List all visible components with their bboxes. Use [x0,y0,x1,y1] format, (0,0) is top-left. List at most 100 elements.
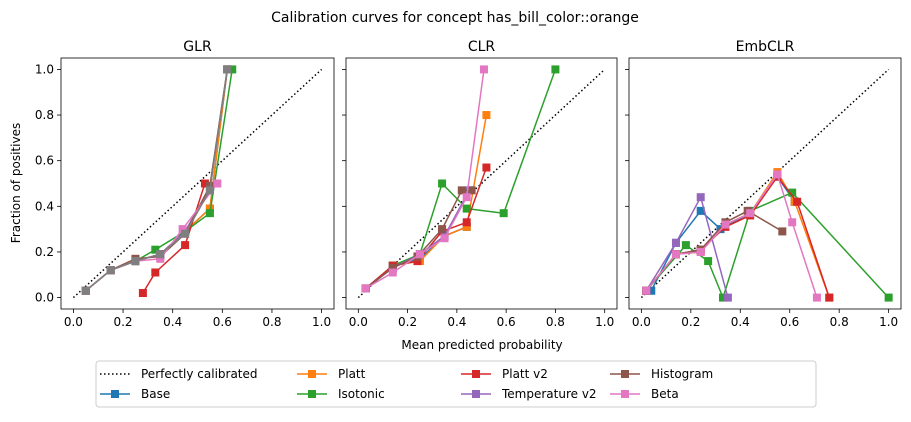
data-point [415,250,424,259]
data-point [151,268,160,277]
legend-marker [111,390,119,398]
data-point [440,234,449,243]
y-tick-label: 0.0 [35,291,54,305]
data-point [721,220,730,229]
data-point [457,186,466,195]
legend-entry-temperature-v2: Temperature v2 [461,387,597,401]
legend-entry-isotonic: Isotonic [297,387,385,401]
data-point [778,227,787,236]
legend-entry-perfectly-calibrated: Perfectly calibrated [100,367,258,381]
data-point [156,254,165,263]
data-point [788,188,797,197]
legend-label: Beta [651,387,679,401]
series-perfectly-calibrated [72,68,323,299]
axes-frame [628,57,902,310]
data-point [696,247,705,256]
data-point [205,186,214,195]
x-tick-label: 0.0 [632,315,651,329]
data-point [704,257,713,266]
x-tick-label: 0.2 [681,315,700,329]
x-tick-label: 0.4 [447,315,466,329]
x-tick-label: 1.0 [595,315,614,329]
x-tick-label: 0.6 [213,315,232,329]
series-gray [81,65,232,295]
legend-marker [472,390,480,398]
series-line [645,196,729,298]
data-point [213,179,222,188]
data-point [793,197,802,206]
data-point [462,218,471,227]
data-point [482,163,491,172]
x-tick-label: 0.4 [731,315,750,329]
legend-label: Platt [338,367,366,381]
x-axis-label: Mean predicted probability [401,338,562,352]
data-point [551,65,560,74]
data-point [131,257,140,266]
data-point [178,225,187,234]
data-point [81,286,90,295]
legend-entry-platt-v2: Platt v2 [461,367,548,381]
y-tick-label: 0.8 [35,108,54,122]
panel-title: EmbCLR [736,39,795,55]
data-point [413,257,422,266]
data-point [462,204,471,213]
data-point [647,286,656,295]
panel-title: CLR [468,39,496,55]
data-point [825,293,834,302]
data-point [151,245,160,254]
legend-label: Perfectly calibrated [141,367,258,381]
data-point [205,209,214,218]
series-line [72,68,323,299]
data-point [388,263,397,272]
data-point [499,209,508,218]
data-point [181,229,190,238]
x-tick-label: 0.6 [497,315,516,329]
series-beta [642,170,821,302]
data-point [788,218,797,227]
data-point [138,289,147,298]
data-point [438,225,447,234]
chart-panel-clr: CLR 0.0 0.2 0.4 0.6 0.8 1.0 [342,39,618,329]
legend-marker [308,390,316,398]
data-point [482,111,491,120]
data-point [681,241,690,250]
figure-suptitle: Calibration curves for concept has_bill_… [271,10,639,26]
series-perfectly-calibrated [640,68,890,299]
legend-marker [308,370,316,378]
data-point [388,268,397,277]
x-tick-label: 0.4 [163,315,182,329]
data-point [642,286,651,295]
y-tick-label: 0.2 [35,245,54,259]
x-tick-label: 0.6 [780,315,799,329]
data-point [106,266,115,275]
x-tick-label: 0.0 [349,315,368,329]
data-point [696,206,705,215]
data-point [200,179,209,188]
data-point [746,209,755,218]
x-tick-label: 0.8 [262,315,281,329]
y-tick-label: 1.0 [35,62,54,76]
data-point [228,65,237,74]
data-point [361,284,370,293]
chart-panel-glr: GLR 0.0 0.2 0.4 0.6 0.8 1.0 0.0 0.2 0.4 0.6 0.8 1.0 [35,39,335,329]
x-tick-label: 0.8 [830,315,849,329]
legend-marker [621,390,629,398]
data-point [156,250,165,259]
x-tick-label: 1.0 [312,315,331,329]
legend-entry-base: Base [100,387,170,401]
x-tick-label: 0.2 [398,315,417,329]
panel-title: GLR [183,39,212,55]
data-point [884,293,893,302]
data-point [671,238,680,247]
series-beta [361,65,488,293]
data-point [723,293,732,302]
legend-label: Isotonic [338,387,385,401]
data-point [462,193,471,202]
legend-label: Platt v2 [502,367,548,381]
data-point [671,250,680,259]
axes-frame [345,57,618,310]
data-point [479,65,488,74]
data-point [718,293,727,302]
x-tick-label: 1.0 [879,315,898,329]
